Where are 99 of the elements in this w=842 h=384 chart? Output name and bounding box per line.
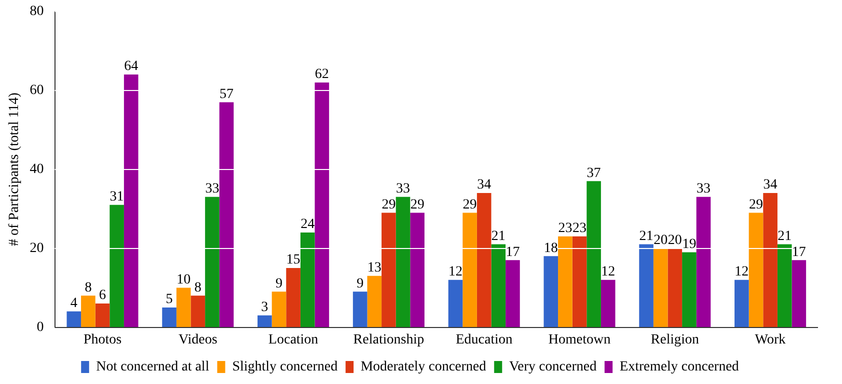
bar [176,288,191,328]
bar [110,204,124,328]
data-label: 15 [286,252,300,268]
bar [491,244,506,328]
legend-label: Moderately concerned [360,360,486,375]
bar [124,74,138,328]
bar [639,244,654,328]
data-label: 20 [654,232,668,248]
data-label: 34 [477,178,492,193]
data-label: 12 [734,264,749,280]
data-label: 5 [166,292,173,308]
bar [219,102,234,328]
data-label: 8 [84,280,92,296]
bar [410,212,424,328]
bar [300,232,315,328]
bar [777,244,792,328]
data-label: 57 [220,86,234,102]
y-tick-label: 40 [30,162,44,177]
data-label: 13 [367,260,382,276]
bar [586,181,601,328]
bar [314,82,330,328]
bar [352,292,368,328]
bar [162,307,176,328]
x-tick-label: Relationship [353,332,424,348]
data-label: 33 [205,182,220,197]
bar [476,192,492,328]
bar [696,196,711,328]
bar [205,196,220,328]
data-label: 37 [586,166,601,181]
data-label: 10 [176,272,191,288]
bar [572,236,587,328]
bar [448,280,463,328]
data-label: 21 [639,228,654,244]
data-label: 23 [558,221,572,236]
bar [600,280,616,328]
data-label: 24 [300,217,315,232]
data-label: 8 [194,280,202,296]
bar [558,236,572,328]
data-label: 17 [506,244,520,260]
data-label: 29 [382,197,396,212]
legend-label: Slightly concerned [232,360,338,375]
bar [81,296,96,328]
data-label: 19 [682,236,696,252]
data-label: 62 [314,67,329,82]
data-label: 64 [124,59,138,74]
data-label: 29 [410,197,424,212]
y-axis-title: # of Participants (total 114) [7,92,22,246]
data-label: 23 [572,221,586,236]
bar [734,280,749,328]
bar [792,260,806,328]
data-label: 29 [748,197,763,212]
data-label: 33 [696,182,711,197]
bar [682,252,696,328]
legend-label: Very concerned [509,360,597,375]
bar [66,311,82,328]
bar [763,192,778,328]
bar [668,248,682,328]
bar [367,276,382,328]
data-label: 17 [792,244,806,260]
bar [506,260,520,328]
x-tick-label: Work [754,332,786,348]
bar [382,212,396,328]
x-tick-label: Location [268,332,318,348]
bar [544,256,558,328]
bar [396,196,410,328]
data-label: 3 [261,300,268,316]
bar [95,304,110,328]
data-label: 33 [396,182,410,197]
legend-label: Extremely concerned [620,360,739,375]
data-label: 34 [763,178,778,193]
data-label: 18 [544,240,558,256]
bar [286,268,300,328]
bar [258,315,272,328]
data-label: 21 [778,228,792,244]
y-tick-label: 80 [30,4,44,20]
data-label: 4 [70,296,78,312]
bar [748,212,764,328]
y-tick-label: 20 [30,240,44,256]
x-tick-label: Photos [83,332,122,348]
legend-label: Not concerned at all [96,360,210,375]
y-tick-label: 60 [30,83,44,98]
data-label: 9 [356,276,364,292]
data-label: 6 [99,288,106,304]
bar [462,212,477,328]
bar [272,292,286,328]
y-tick-label: 0 [36,320,44,335]
data-label: 9 [275,276,282,292]
bar [653,248,668,328]
x-tick-label: Education [456,332,512,348]
bar [190,296,206,328]
data-label: 31 [110,190,124,204]
data-label: 21 [491,228,506,244]
data-label: 12 [601,264,616,280]
x-tick-label: Videos [178,332,218,348]
x-tick-label: Hometown [548,332,611,348]
data-label: 12 [448,264,462,280]
data-label: 20 [668,232,682,248]
data-label: 29 [462,197,477,212]
x-tick-label: Religion [650,332,700,348]
